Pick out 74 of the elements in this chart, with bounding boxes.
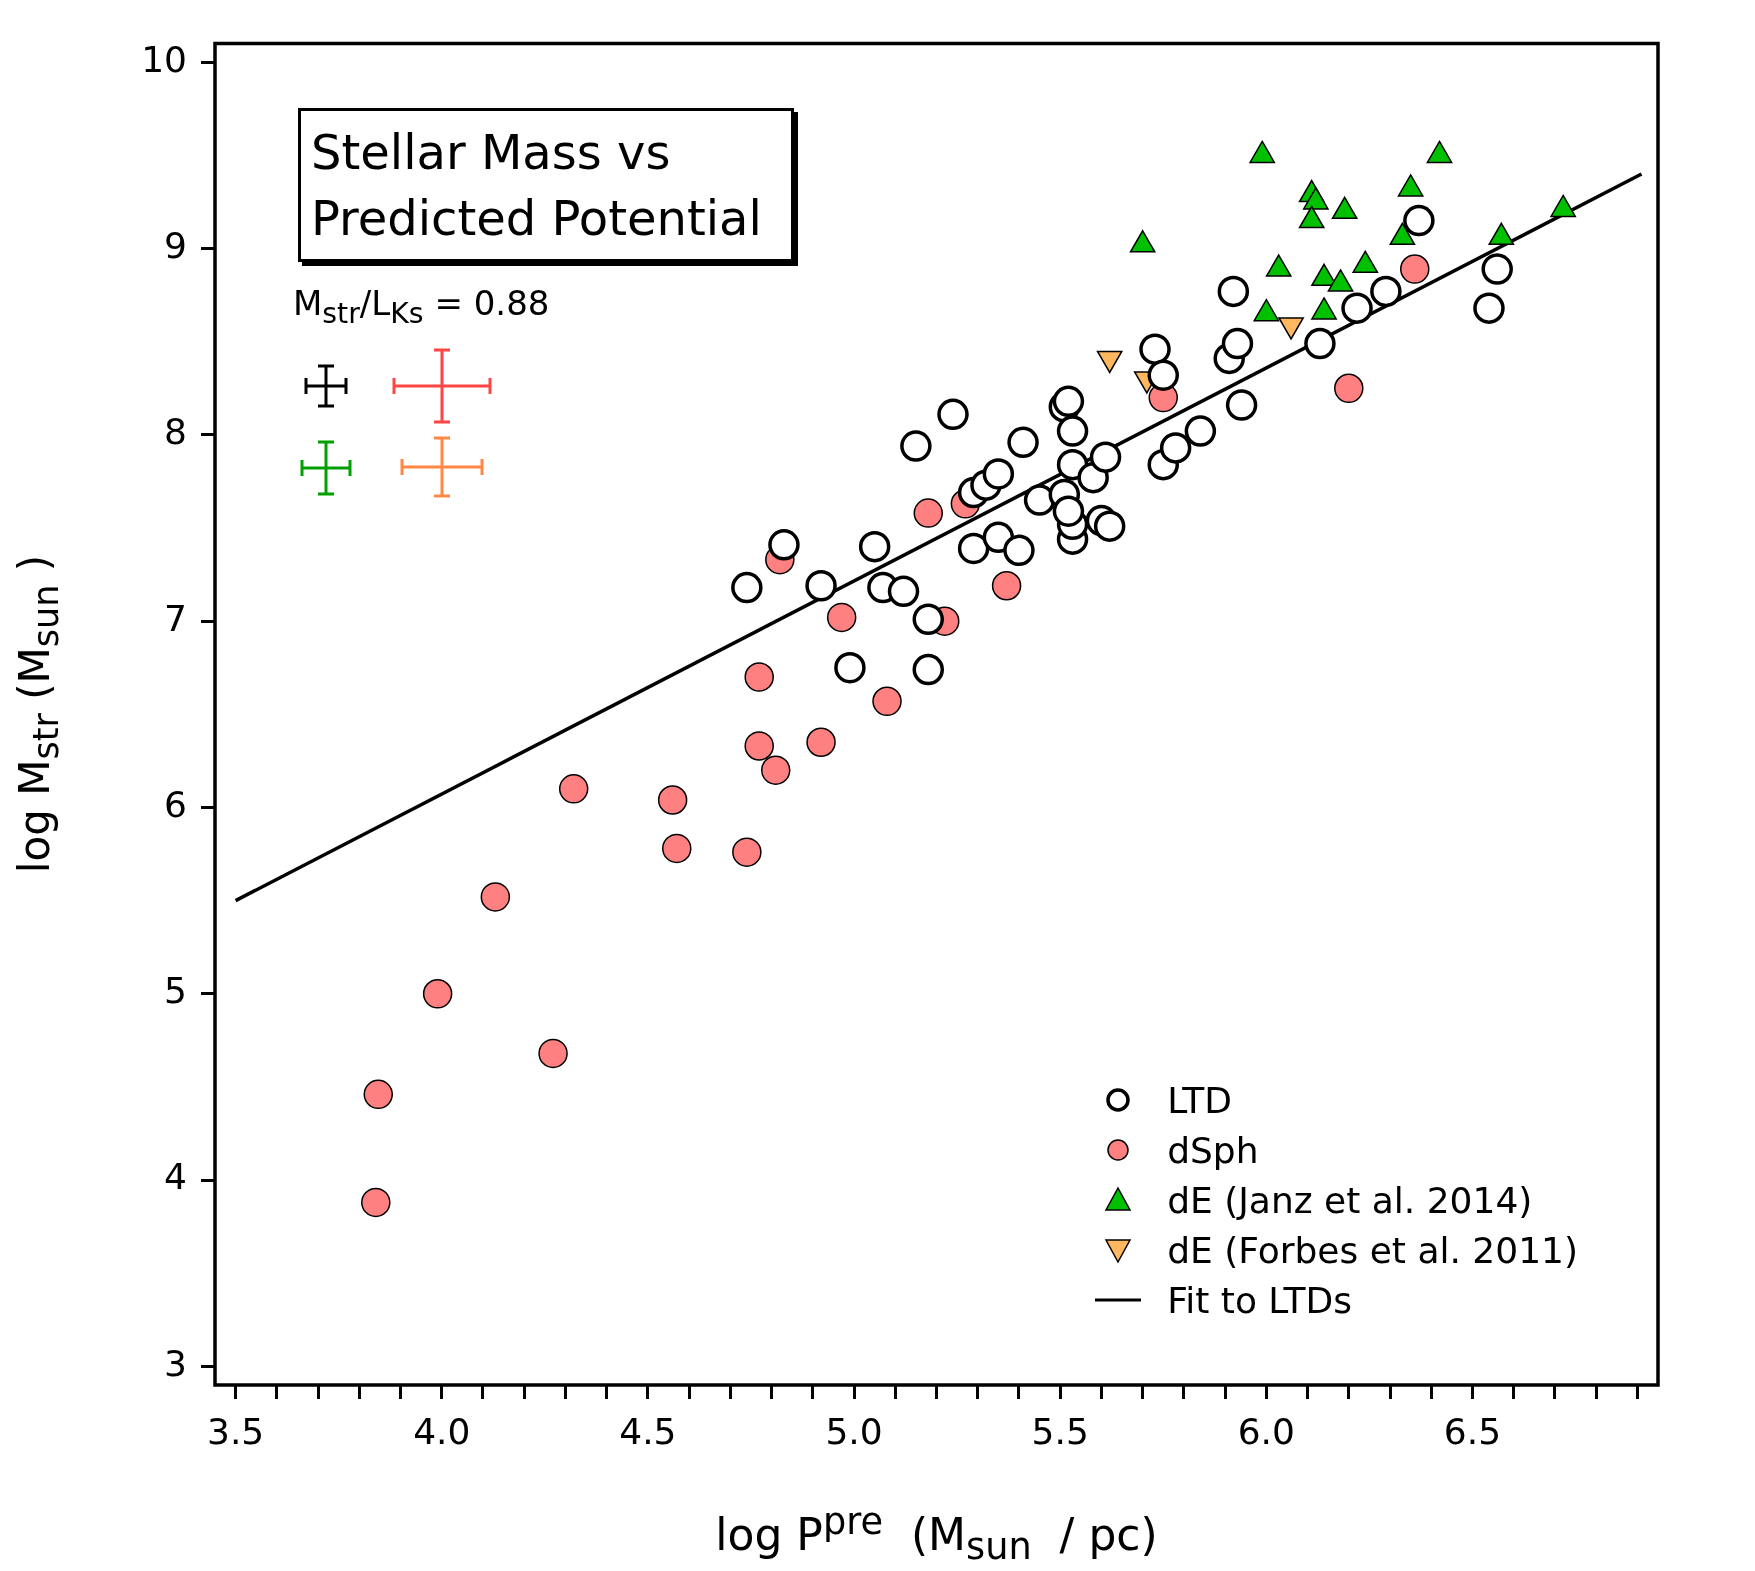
point — [361, 1187, 391, 1218]
x-tick-label: 6.0 — [1237, 1410, 1295, 1452]
x-tick-label: 3.5 — [206, 1410, 265, 1452]
point — [887, 575, 920, 608]
point — [657, 785, 688, 815]
point — [991, 571, 1022, 601]
point — [858, 530, 891, 563]
legend-label: dSph — [1167, 1129, 1259, 1171]
point — [805, 570, 837, 602]
legend-label: dE (Forbes et al. 2011) — [1167, 1229, 1578, 1271]
point — [1400, 254, 1430, 284]
point — [912, 653, 944, 686]
point — [538, 1038, 568, 1069]
point — [1341, 292, 1373, 324]
point — [957, 532, 990, 565]
point — [806, 727, 836, 757]
x-tick-label: 6.5 — [1443, 1410, 1502, 1452]
legend-label: LTD — [1167, 1079, 1232, 1121]
text: Stellar Mass vs Predicted Potential — [298, 108, 794, 262]
point — [1221, 327, 1254, 360]
y-tick-label: 4 — [164, 1156, 187, 1198]
y-tick-label: 7 — [164, 597, 187, 639]
y-tick-label: 3 — [164, 1342, 187, 1384]
y-tick-label: 10 — [141, 38, 187, 80]
y-tick-label: 6 — [164, 783, 187, 825]
point — [937, 398, 969, 431]
point — [1093, 510, 1126, 542]
y-tick-label: 5 — [164, 970, 187, 1012]
point — [1052, 495, 1085, 527]
point — [826, 602, 857, 633]
legend-label: dE (Janz et al. 2014) — [1167, 1179, 1533, 1221]
point — [744, 731, 774, 761]
point — [1003, 534, 1035, 567]
y-tick-label: 8 — [164, 411, 187, 453]
legend-label: Fit to LTDs — [1167, 1279, 1352, 1321]
point — [913, 498, 943, 528]
point — [1184, 415, 1217, 447]
point — [1225, 389, 1258, 421]
x-tick-label: 4.5 — [619, 1410, 677, 1452]
point — [1370, 275, 1402, 308]
y-tick-label: 9 — [164, 224, 187, 266]
x-axis-title: log P$^{pre}$ (M$_{sun}$ / pc) — [715, 1500, 1158, 1569]
point — [760, 755, 791, 785]
x-tick-label: 5.0 — [825, 1410, 883, 1452]
point — [834, 651, 866, 684]
point — [422, 979, 453, 1009]
x-tick-label: 4.0 — [413, 1410, 471, 1452]
x-tick-label: 5.5 — [1031, 1410, 1089, 1452]
point — [1147, 359, 1180, 391]
point — [731, 571, 763, 604]
point — [558, 774, 589, 804]
point — [744, 662, 774, 692]
point — [1007, 426, 1039, 459]
point — [1217, 275, 1250, 308]
point — [662, 833, 692, 864]
point — [768, 529, 800, 561]
point — [1139, 333, 1171, 365]
point — [1334, 373, 1364, 404]
point — [1056, 415, 1089, 447]
point — [1473, 292, 1505, 324]
annotation: M$_{str}$/L$_{Ks}$ = 0.88 — [293, 283, 550, 330]
point — [872, 686, 902, 717]
point — [732, 837, 762, 867]
point — [1403, 204, 1435, 237]
point — [912, 603, 944, 636]
point — [982, 458, 1015, 490]
point — [1159, 432, 1192, 464]
point — [480, 882, 511, 912]
point — [363, 1079, 394, 1110]
point — [1481, 253, 1513, 285]
point — [1089, 441, 1122, 473]
point — [1052, 385, 1085, 418]
point — [900, 430, 932, 462]
point — [1304, 327, 1336, 360]
